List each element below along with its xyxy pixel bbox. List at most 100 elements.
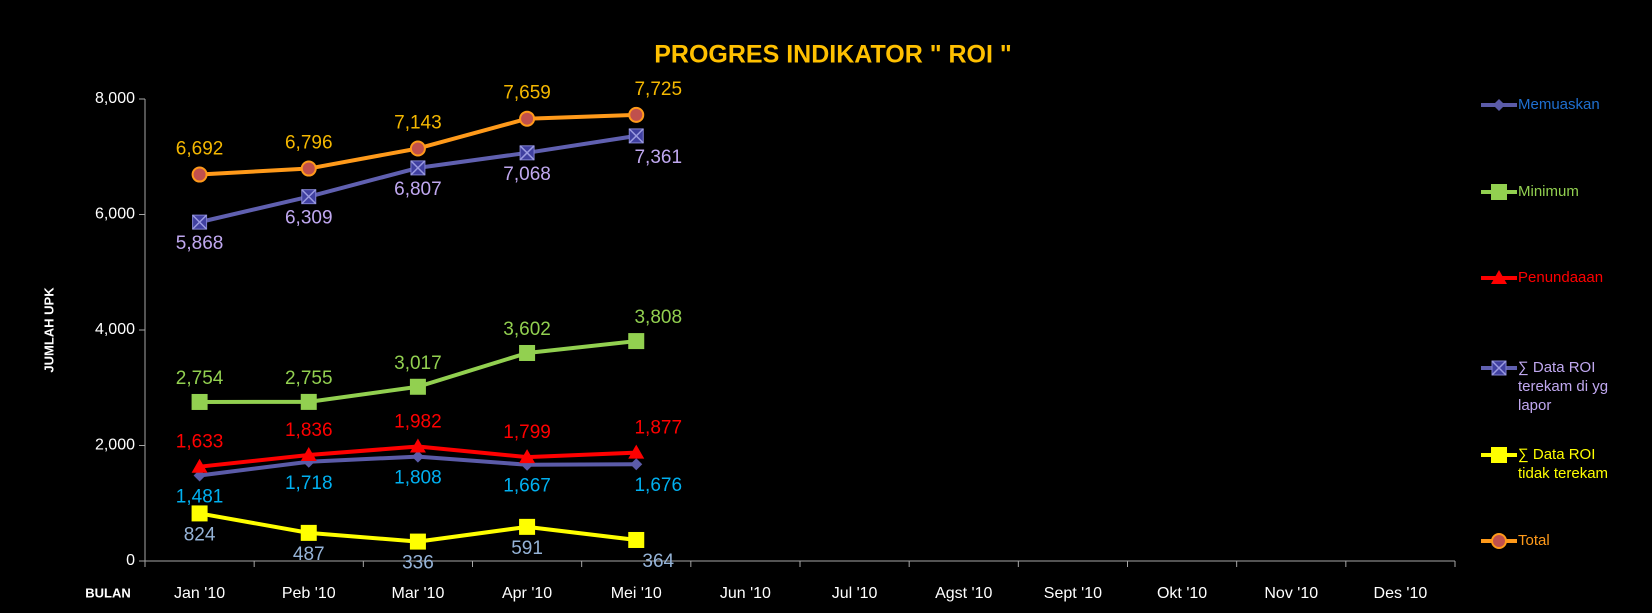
data-label: 7,068 — [503, 164, 551, 185]
data-label: 2,754 — [176, 368, 224, 389]
data-label: 3,017 — [394, 353, 442, 374]
legend-item: Minimum — [1518, 183, 1579, 200]
data-label: 7,361 — [634, 147, 682, 168]
data-label: 1,667 — [503, 476, 551, 497]
legend-label: Minimum — [1518, 183, 1579, 200]
data-label: 1,836 — [285, 420, 333, 441]
marker — [300, 160, 317, 177]
marker — [409, 438, 426, 453]
marker — [410, 160, 426, 176]
data-label: 1,982 — [394, 412, 442, 433]
marker — [1491, 447, 1507, 463]
data-label: 1,799 — [503, 422, 551, 443]
legend-item: Memuaskan — [1518, 96, 1600, 113]
x-axis-label: BULAN — [85, 585, 131, 600]
x-tick-label: Nov '10 — [1264, 585, 1318, 602]
x-tick-label: Agst '10 — [935, 585, 992, 602]
marker — [1491, 270, 1507, 284]
marker — [300, 393, 317, 410]
marker — [628, 106, 645, 123]
legend-label: Memuaskan — [1518, 96, 1600, 113]
marker — [1491, 533, 1507, 549]
legend-item: ∑ Data ROI tidak terekam — [1518, 446, 1609, 482]
data-label: 6,309 — [285, 208, 333, 229]
y-tick-label: 6,000 — [95, 206, 135, 223]
data-label: 336 — [402, 553, 434, 574]
data-label: 3,602 — [503, 319, 551, 340]
marker-cross — [1491, 360, 1507, 376]
data-label: 7,725 — [634, 79, 682, 100]
marker — [519, 145, 535, 161]
chart-title: PROGRES INDIKATOR " ROI " — [654, 41, 1012, 69]
marker — [519, 449, 536, 464]
data-label: 3,808 — [634, 307, 682, 328]
data-label: 5,868 — [176, 233, 224, 254]
legend-item: ∑ Data ROI terekam di yg lapor — [1518, 359, 1609, 414]
y-tick-label: 0 — [126, 552, 135, 569]
marker — [1493, 99, 1505, 111]
marker — [191, 458, 208, 473]
marker — [409, 140, 426, 157]
data-label: 1,481 — [176, 486, 224, 507]
y-axis-label: JUMLAH UPK — [41, 287, 56, 373]
marker — [300, 446, 317, 461]
marker — [300, 524, 317, 541]
marker — [191, 505, 208, 522]
data-label: 824 — [184, 524, 216, 545]
marker — [1491, 360, 1507, 376]
legend-label: Penundaaan — [1518, 269, 1604, 286]
legend-item: Penundaaan — [1518, 269, 1604, 286]
marker-cross — [628, 128, 644, 144]
marker — [628, 333, 645, 350]
marker-cross — [410, 160, 426, 176]
data-label: 1,877 — [634, 418, 682, 439]
data-label: 1,718 — [285, 473, 333, 494]
x-tick-label: Jul '10 — [832, 585, 878, 602]
marker — [628, 128, 644, 144]
data-label: 364 — [642, 551, 674, 572]
x-tick-label: Jan '10 — [174, 585, 225, 602]
y-tick-label: 2,000 — [95, 437, 135, 454]
data-label: 6,807 — [394, 179, 442, 200]
marker — [519, 518, 536, 535]
y-tick-label: 4,000 — [95, 321, 135, 338]
data-label: 6,796 — [285, 133, 333, 154]
data-label: 7,659 — [503, 83, 551, 104]
data-label: 6,692 — [176, 139, 224, 160]
x-tick-label: Mar '10 — [391, 585, 444, 602]
data-label: 591 — [511, 538, 543, 559]
y-tick-label: 8,000 — [95, 90, 135, 107]
marker — [411, 450, 424, 463]
marker — [628, 444, 645, 459]
marker-cross — [192, 214, 208, 230]
marker — [301, 189, 317, 205]
marker — [628, 531, 645, 548]
legend-label: Total — [1518, 532, 1550, 549]
marker — [519, 110, 536, 127]
marker — [409, 378, 426, 395]
legend-label: ∑ Data ROI terekam di yg lapor — [1518, 359, 1609, 414]
data-label: 2,755 — [285, 368, 333, 389]
data-label: 1,808 — [394, 468, 442, 489]
marker — [191, 166, 208, 183]
x-tick-label: Des '10 — [1374, 585, 1428, 602]
data-label: 1,633 — [176, 432, 224, 453]
marker — [191, 393, 208, 410]
x-tick-label: Peb '10 — [282, 585, 336, 602]
legend-label: ∑ Data ROI tidak terekam — [1518, 446, 1609, 482]
x-tick-label: Sept '10 — [1044, 585, 1102, 602]
x-tick-label: Okt '10 — [1157, 585, 1207, 602]
marker — [1491, 184, 1507, 200]
data-label: 7,143 — [394, 113, 442, 134]
marker-cross — [301, 189, 317, 205]
marker — [630, 458, 643, 471]
x-tick-label: Mei '10 — [611, 585, 662, 602]
legend-item: Total — [1518, 532, 1550, 549]
marker — [192, 214, 208, 230]
marker-cross — [519, 145, 535, 161]
x-tick-label: Jun '10 — [720, 585, 771, 602]
x-tick-label: Apr '10 — [502, 585, 552, 602]
marker — [409, 533, 426, 550]
marker — [519, 344, 536, 361]
